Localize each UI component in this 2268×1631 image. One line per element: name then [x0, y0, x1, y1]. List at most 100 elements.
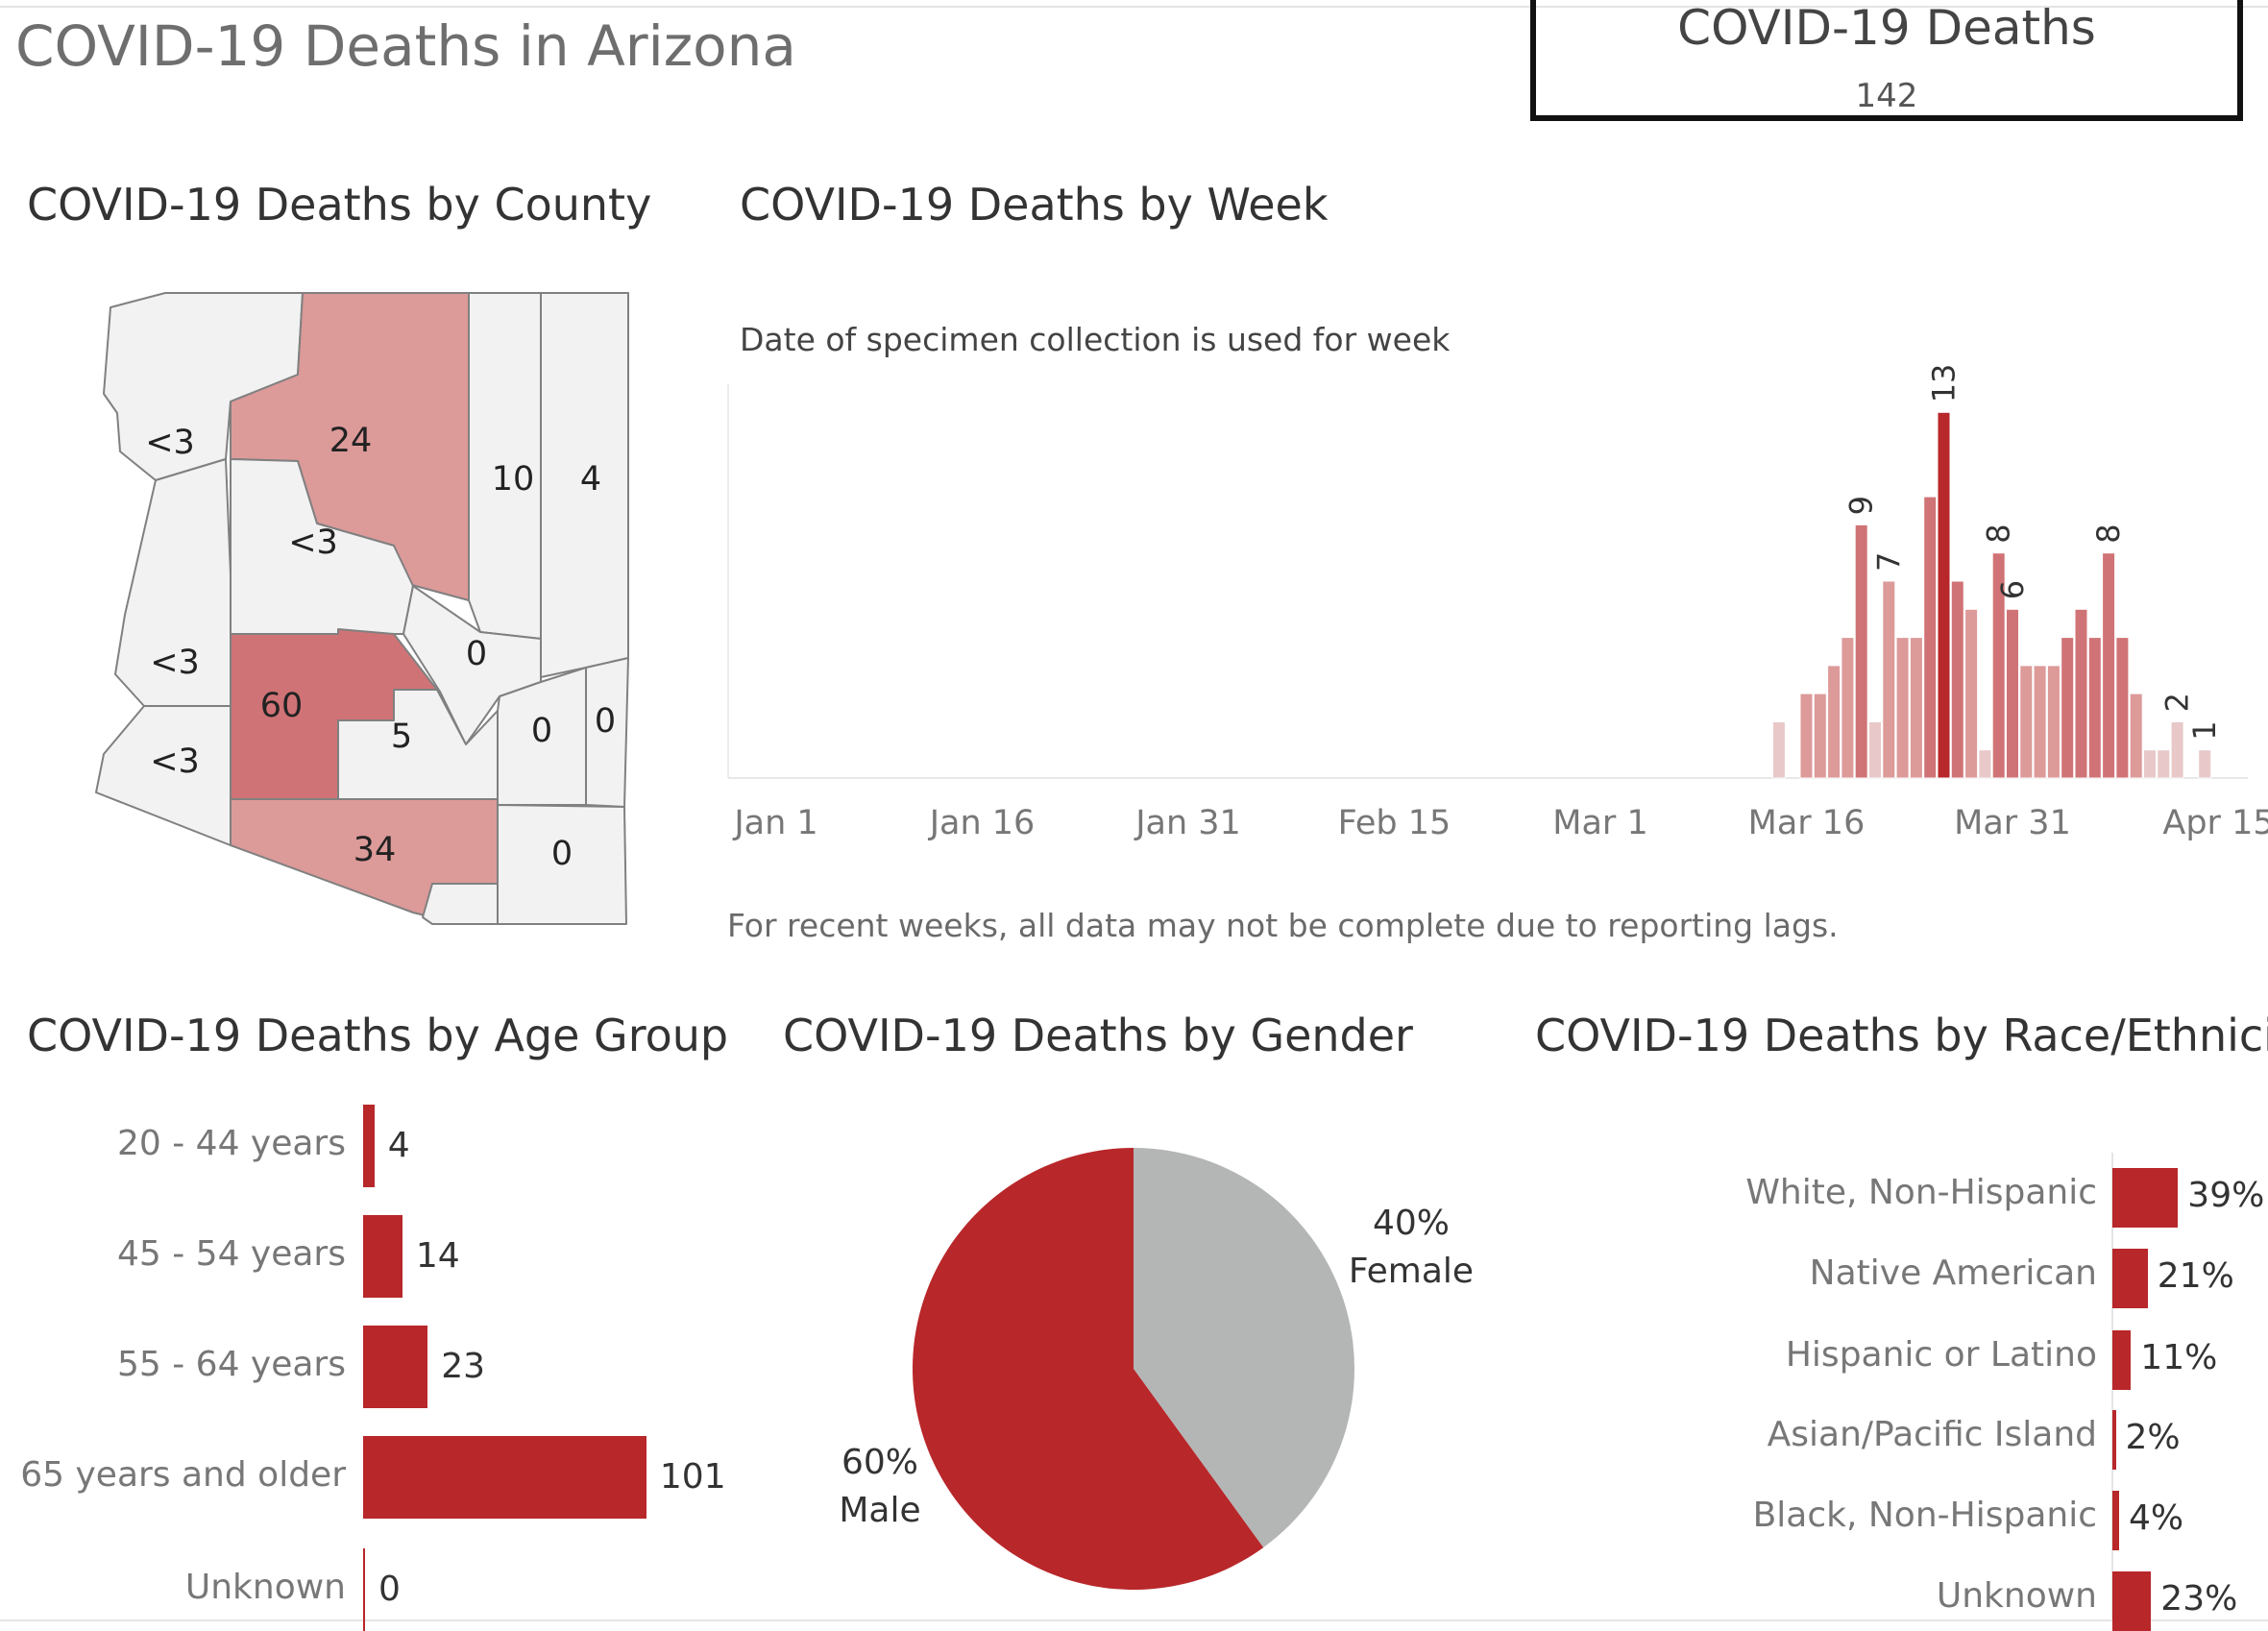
race-value-black-non-hispanic: 4%: [2129, 1498, 2184, 1538]
age-label-45-54-years: 45 - 54 years: [116, 1234, 346, 1274]
week-bar-2020-04-06[interactable]: [2087, 637, 2102, 779]
weekly-bar-chart: 9 7 13 8 6 8 2 1 Jan 1 Jan 16 Jan 31 Feb 15 Mar 1 Ma…: [727, 365, 2268, 842]
weekly-chart-footnote: For recent weeks, all data may not be co…: [727, 907, 1839, 944]
county-chart-title: COVID-19 Deaths by County: [27, 179, 652, 231]
county-label-yavapai: <3: [288, 523, 338, 562]
pie-slice-female[interactable]: [1134, 1148, 1354, 1548]
county-label-greenlee: 0: [595, 702, 616, 741]
county-label-coconino: 24: [329, 422, 373, 460]
dashboard-title: COVID-19 Deaths in Arizona: [15, 13, 796, 79]
gender-pie-chart: [912, 1148, 1354, 1590]
race-label-asian-pacific-island: Asian/Pacific Island: [1767, 1415, 2097, 1454]
county-label-pima: 34: [354, 831, 397, 869]
race-bar-unknown[interactable]: [2112, 1571, 2152, 1631]
county-label-gila: 0: [466, 635, 487, 673]
week-bar-2020-04-03[interactable]: [2046, 665, 2061, 779]
race-value-hispanic-or-latino: 11%: [2140, 1338, 2218, 1377]
weekly-chart-subtitle: Date of specimen collection is used for …: [740, 321, 1451, 358]
week-bar-2020-04-04[interactable]: [2061, 637, 2075, 779]
age-bar-55-64-years[interactable]: [363, 1326, 428, 1408]
age-value-55-64-years: 23: [441, 1347, 485, 1386]
week-bar-2020-03-16[interactable]: [1799, 693, 1814, 779]
age-bar-65-years-and-older[interactable]: [363, 1436, 646, 1519]
week-bar-2020-04-14[interactable]: [2198, 749, 2212, 779]
county-label-cochise: 0: [551, 835, 573, 873]
bottom-divider: [0, 1619, 2268, 1621]
age-value-65-years-and-older: 101: [659, 1457, 726, 1497]
age-value-20-44-years: 4: [387, 1126, 410, 1165]
week-bar-2020-03-21[interactable]: [1868, 720, 1882, 779]
county-label-maricopa: 60: [260, 687, 304, 725]
week-bar-2020-04-08[interactable]: [2115, 637, 2130, 779]
week-bar-2020-04-05[interactable]: [2074, 608, 2088, 779]
county-santa-cruz[interactable]: [422, 883, 499, 925]
total-deaths-card: COVID-19 Deaths 142: [1530, 0, 2243, 121]
male-name-label: Male: [839, 1491, 921, 1530]
race-chart-title: COVID-19 Deaths by Race/Ethnicity: [1535, 1010, 2268, 1061]
age-label-55-64-years: 55 - 64 years: [116, 1345, 346, 1384]
county-label-navajo: 10: [492, 460, 535, 499]
week-bar-2020-04-12[interactable]: [2170, 720, 2184, 779]
week-x-tick-mar-1: Mar 1: [1552, 804, 1647, 842]
week-bar-2020-03-22[interactable]: [1882, 580, 1896, 779]
race-label-white-non-hispanic: White, Non-Hispanic: [1745, 1173, 2097, 1212]
week-bar-2020-03-27[interactable]: [1950, 580, 1964, 779]
week-bar-2020-03-31[interactable]: [2006, 608, 2019, 779]
week-bar-label-2020-04-07: 8: [2090, 523, 2127, 543]
race-label-unknown: Unknown: [1936, 1576, 2097, 1616]
week-bar-label-2020-03-22: 7: [1870, 552, 1907, 572]
week-bar-label-2020-03-30: 8: [1981, 523, 2017, 543]
county-label-pinal: 5: [391, 718, 412, 756]
week-x-tick-jan-16: Jan 16: [928, 804, 1036, 842]
county-map: <3 24 <3 10 4 <3 <3 60 0 5 0 0 34 0: [95, 292, 629, 925]
race-label-native-american: Native American: [1809, 1254, 2097, 1293]
race-bar-hispanic-or-latino[interactable]: [2112, 1330, 2132, 1390]
week-bar-2020-04-01[interactable]: [2019, 665, 2034, 779]
week-bar-2020-04-02[interactable]: [2033, 665, 2047, 779]
age-bar-20-44-years[interactable]: [363, 1105, 375, 1187]
week-bar-2020-04-07[interactable]: [2102, 552, 2116, 779]
age-chart-title: COVID-19 Deaths by Age Group: [27, 1010, 729, 1061]
age-value-unknown: 0: [378, 1570, 401, 1609]
week-bar-2020-03-29[interactable]: [1978, 749, 1992, 779]
age-bar-unknown[interactable]: [363, 1548, 365, 1631]
age-label-unknown: Unknown: [184, 1568, 346, 1607]
week-bar-2020-04-09[interactable]: [2129, 693, 2143, 779]
week-bar-2020-04-10[interactable]: [2143, 749, 2157, 779]
race-value-asian-pacific-island: 2%: [2125, 1418, 2181, 1457]
week-x-tick-mar-16: Mar 16: [1748, 804, 1866, 842]
week-bar-label-2020-04-14: 1: [2186, 720, 2223, 740]
race-bar-native-american[interactable]: [2112, 1249, 2148, 1308]
age-label-20-44-years: 20 - 44 years: [116, 1124, 346, 1163]
week-bar-label-2020-03-26: 13: [1926, 365, 1963, 402]
week-x-tick-jan-1: Jan 1: [732, 804, 817, 842]
race-label-black-non-hispanic: Black, Non-Hispanic: [1752, 1496, 2097, 1535]
week-bar-2020-03-19[interactable]: [1841, 637, 1855, 779]
race-bar-asian-pacific-island[interactable]: [2112, 1410, 2116, 1470]
week-bar-2020-03-14[interactable]: [1771, 720, 1786, 779]
pie-slice-male[interactable]: [912, 1148, 1264, 1590]
age-bar-45-54-years[interactable]: [363, 1215, 402, 1298]
female-percent-label: 40%: [1372, 1204, 1450, 1243]
race-label-hispanic-or-latino: Hispanic or Latino: [1785, 1335, 2097, 1375]
week-x-tick-feb-15: Feb 15: [1338, 804, 1451, 842]
week-bar-2020-04-11[interactable]: [2157, 749, 2171, 779]
county-yuma[interactable]: [95, 705, 232, 846]
top-divider: [0, 6, 2268, 8]
county-label-apache: 4: [580, 460, 601, 499]
week-bar-2020-03-18[interactable]: [1827, 665, 1841, 779]
week-bar-label-2020-03-20: 9: [1843, 496, 1880, 515]
race-bar-white-non-hispanic[interactable]: [2112, 1168, 2179, 1228]
week-bar-2020-03-23[interactable]: [1895, 637, 1910, 779]
week-bar-2020-03-25[interactable]: [1923, 496, 1938, 779]
week-bar-2020-03-28[interactable]: [1964, 608, 1979, 779]
county-label-yuma: <3: [150, 742, 200, 781]
week-bar-2020-03-30[interactable]: [1991, 552, 2006, 779]
county-label-la-paz: <3: [150, 644, 200, 682]
week-bar-2020-03-17[interactable]: [1813, 693, 1827, 779]
week-bar-2020-03-24[interactable]: [1909, 637, 1923, 779]
race-bar-black-non-hispanic[interactable]: [2112, 1491, 2119, 1550]
week-bar-2020-03-20[interactable]: [1854, 523, 1868, 779]
week-bar-2020-03-26[interactable]: [1937, 411, 1951, 779]
race-value-native-american: 21%: [2157, 1256, 2234, 1296]
